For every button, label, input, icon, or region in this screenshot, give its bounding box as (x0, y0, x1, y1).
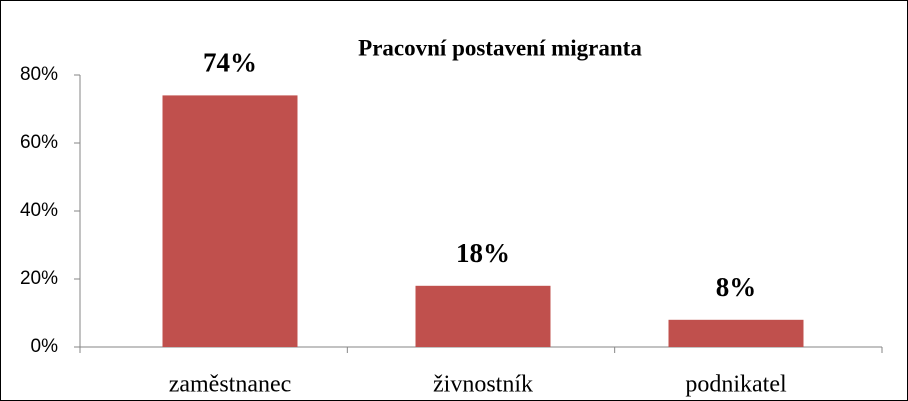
y-tick-label: 20% (20, 268, 58, 289)
value-label: 8% (716, 272, 757, 302)
y-tick-label: 0% (31, 336, 59, 357)
bar (668, 319, 804, 347)
value-label: 18% (456, 238, 510, 268)
y-tick-label: 80% (20, 64, 58, 85)
bar (162, 95, 298, 348)
x-tick-label: zaměstnanec (169, 372, 292, 398)
chart-title: Pracovní postavení migranta (358, 35, 642, 60)
y-tick-label: 60% (20, 132, 58, 153)
y-tick-label: 40% (20, 200, 58, 221)
bar (415, 285, 551, 347)
x-tick-label: podnikatel (685, 372, 787, 398)
value-label: 74% (203, 48, 257, 78)
x-tick-label: živnostník (433, 372, 533, 398)
